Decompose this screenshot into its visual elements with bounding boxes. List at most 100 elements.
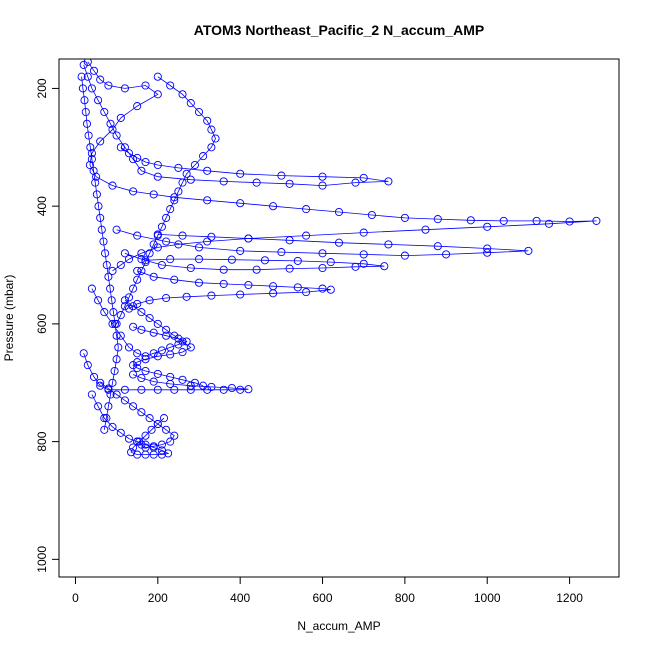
- data-point: [186, 175, 195, 184]
- series-10: [120, 296, 208, 390]
- data-point: [207, 232, 216, 241]
- data-point: [127, 448, 136, 457]
- data-point: [112, 131, 121, 140]
- data-point: [269, 289, 278, 298]
- data-point: [120, 302, 129, 311]
- data-point: [87, 284, 96, 293]
- series-9: [112, 72, 220, 328]
- data-point: [153, 419, 162, 429]
- data-point: [120, 84, 129, 93]
- data-point: [120, 249, 129, 258]
- data-point: [186, 263, 195, 273]
- data-point: [116, 428, 125, 437]
- data-point: [78, 84, 87, 93]
- data-point: [162, 293, 171, 303]
- data-point: [236, 385, 245, 394]
- data-point: [285, 264, 294, 273]
- data-point: [199, 381, 208, 390]
- data-point: [260, 256, 269, 265]
- data-point: [133, 153, 142, 162]
- data-point: [87, 390, 96, 399]
- series-11: [96, 378, 179, 452]
- data-point: [162, 237, 171, 246]
- data-point: [162, 425, 171, 434]
- y-axis: 200 400 600 800 1000: [35, 78, 60, 573]
- data-point: [166, 350, 175, 359]
- x-tick-label: 800: [395, 591, 415, 605]
- data-point: [81, 107, 90, 117]
- plot-area: [77, 59, 601, 459]
- data-point: [94, 96, 103, 105]
- x-tick-label: 400: [230, 591, 250, 605]
- data-point: [77, 72, 86, 81]
- data-point: [116, 260, 125, 270]
- data-point: [164, 449, 173, 458]
- data-point: [133, 231, 142, 240]
- data-point: [182, 292, 191, 301]
- data-point: [174, 334, 183, 343]
- data-point: [178, 337, 187, 346]
- data-point: [108, 422, 117, 431]
- data-point: [133, 275, 142, 284]
- data-point: [170, 331, 179, 340]
- data-point: [532, 216, 541, 225]
- data-point: [106, 284, 115, 293]
- data-point: [203, 385, 212, 394]
- data-point: [157, 450, 166, 459]
- data-point: [129, 155, 138, 164]
- data-point: [149, 272, 158, 281]
- data-point: [96, 75, 105, 84]
- x-axis: 0 200 400 600 800 1000 1200: [72, 576, 583, 605]
- data-point: [101, 249, 110, 258]
- data-point: [153, 385, 162, 394]
- data-point: [133, 363, 142, 373]
- data-point: [157, 346, 166, 355]
- data-point: [141, 431, 150, 440]
- data-point: [483, 244, 492, 253]
- data-point: [104, 272, 113, 281]
- data-point: [421, 225, 430, 234]
- data-point: [203, 196, 212, 205]
- data-point: [116, 113, 125, 122]
- data-point: [89, 372, 99, 381]
- data-point: [203, 166, 212, 175]
- data-point: [334, 207, 344, 217]
- data-point: [129, 361, 138, 370]
- data-point: [207, 125, 216, 134]
- data-point: [466, 216, 475, 225]
- data-point: [285, 179, 294, 188]
- data-point: [159, 414, 169, 423]
- data-point: [194, 278, 204, 287]
- data-point: [244, 280, 253, 290]
- data-point: [87, 155, 96, 164]
- data-point: [91, 178, 100, 187]
- data-point: [129, 284, 138, 293]
- data-point: [592, 216, 601, 225]
- data-point: [83, 59, 92, 66]
- data-point: [157, 440, 166, 449]
- data-point: [182, 169, 191, 178]
- data-point: [107, 296, 116, 305]
- y-tick-label: 200: [35, 78, 49, 98]
- data-point: [133, 349, 142, 358]
- data-point: [112, 319, 121, 328]
- y-tick-label: 1000: [35, 546, 49, 573]
- data-point: [80, 96, 89, 105]
- data-point: [129, 443, 138, 452]
- data-point: [194, 255, 204, 264]
- data-point: [86, 143, 95, 152]
- data-point: [83, 72, 92, 81]
- data-point: [120, 385, 129, 394]
- data-point: [147, 425, 156, 434]
- data-point: [133, 102, 142, 111]
- data-point: [334, 238, 344, 247]
- series-5: [87, 284, 191, 361]
- data-point: [166, 81, 175, 90]
- x-tick-label: 200: [148, 591, 168, 605]
- data-point: [359, 173, 368, 182]
- data-point: [137, 166, 146, 175]
- series-line: [128, 270, 331, 309]
- data-point: [84, 131, 93, 140]
- series-line: [116, 76, 216, 325]
- data-point: [293, 256, 302, 265]
